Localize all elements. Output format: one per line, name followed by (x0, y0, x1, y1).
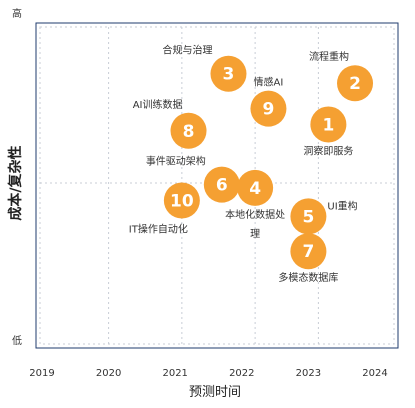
data-point: 5 UI重构 (290, 198, 358, 235)
y-tick-low: 低 (12, 334, 22, 347)
grid-inner-frame (39, 26, 395, 345)
point-label: 情感AI (254, 76, 284, 89)
bubble-marker (290, 233, 327, 270)
bubble-number: 7 (302, 242, 314, 262)
bubble-number: 8 (183, 122, 195, 142)
point-label: IT操作自动化 (129, 223, 188, 236)
bubble-marker (237, 169, 274, 206)
point-label: 事件驱动架构 (146, 155, 206, 168)
y-axis-label: 成本/复杂性 (7, 145, 24, 220)
point-label: 流程重构 (309, 50, 349, 63)
plot-frame (35, 22, 399, 349)
bubble-marker (310, 106, 347, 143)
bubble-marker (210, 55, 247, 92)
bubble-number: 10 (170, 192, 194, 212)
point-label: 理 (250, 228, 260, 240)
x-tick-label: 2020 (96, 368, 121, 379)
y-tick-high: 高 (12, 7, 22, 20)
data-point: 10 IT操作自动化 (129, 182, 200, 236)
bubble-marker (250, 90, 287, 127)
point-label: 多模态数据库 (278, 271, 338, 284)
x-tick-label: 2019 (29, 368, 54, 379)
bubble-number: 3 (223, 65, 235, 85)
bubble-number: 4 (249, 179, 261, 199)
bubble-number: 5 (302, 207, 314, 227)
data-point: 3 合规与治理 (162, 44, 247, 92)
axes: 成本/复杂性 高 低 预测时间 (7, 7, 241, 400)
point-label: 洞察即服务 (303, 144, 353, 157)
bubble-marker (163, 182, 200, 219)
x-tick-label: 2022 (229, 368, 254, 379)
bubble-marker (337, 65, 374, 102)
data-point: 1 洞察即服务 (303, 106, 353, 157)
point-label: 本地化数据处 (225, 208, 285, 221)
data-point: 7 多模态数据库 (278, 233, 338, 284)
point-label: UI重构 (327, 199, 357, 212)
bubble-marker (203, 166, 240, 203)
x-tick-label: 2024 (362, 368, 387, 379)
bubble-marker (290, 198, 327, 235)
bubble-number: 1 (322, 115, 334, 135)
bubble-marker (170, 112, 207, 149)
x-ticks: 2019 2020 2021 2022 2023 2024 (29, 368, 387, 379)
bubble-number: 6 (216, 176, 228, 196)
bubble-number: 9 (263, 100, 275, 120)
x-tick-label: 2021 (162, 368, 187, 379)
point-label: 合规与治理 (162, 44, 212, 57)
point-label: AI训练数据 (133, 98, 183, 111)
x-tick-label: 2023 (296, 368, 321, 379)
data-point: 9 情感AI (250, 76, 287, 127)
data-point: 6 事件驱动架构 (146, 155, 240, 203)
x-axis-label: 预测时间 (189, 385, 241, 400)
bubble-number: 2 (349, 74, 361, 94)
